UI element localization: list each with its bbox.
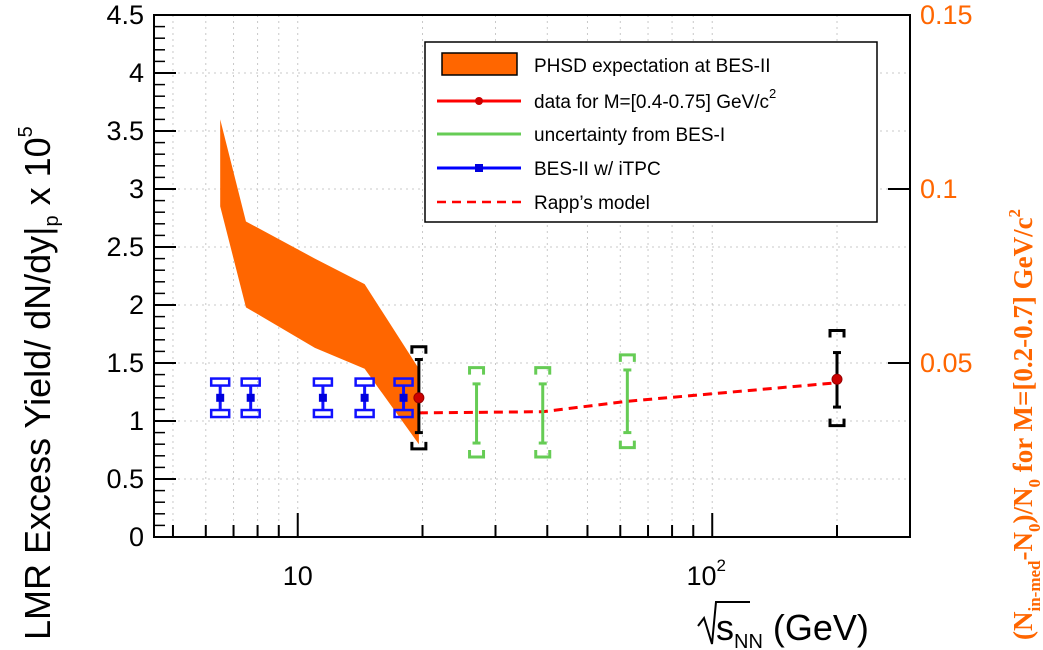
right-tick-label: 0.15 xyxy=(920,0,973,30)
data-sys-bracket-bottom xyxy=(410,441,428,451)
x-tick-label: 10 xyxy=(283,561,313,591)
bes1-sys-bracket-bottom xyxy=(618,440,636,450)
legend-label-phsd: PHSD expectation at BES-II xyxy=(534,56,771,77)
sqrt-sign xyxy=(697,601,750,645)
error-bars-layer xyxy=(209,329,846,459)
legend: PHSD expectation at BES-II data for M=[0… xyxy=(424,41,878,223)
phsd-band xyxy=(220,119,419,445)
bes2-point xyxy=(216,393,225,402)
legend-label-bes2: BES-II w/ iTPC xyxy=(534,159,661,180)
bes1-sys-bracket-bottom xyxy=(468,449,486,459)
y-tick-label: 4.5 xyxy=(106,0,144,30)
bes2-sys-cap-top xyxy=(240,377,261,387)
bes2-point xyxy=(360,393,369,402)
bes2-sys-cap-top xyxy=(393,377,414,387)
bes2-point xyxy=(318,393,327,402)
data-sys-bracket-top xyxy=(828,329,846,338)
legend-marker-data xyxy=(475,97,483,105)
x-axis-title: sNN (GeV) xyxy=(697,601,869,650)
bes2-point xyxy=(246,393,255,402)
right-axis-title: (Nin-med-N0)/N0 for M=[0.2-0.7] GeV/c2 xyxy=(1005,209,1043,640)
bes2-sys-cap-bottom xyxy=(209,408,231,419)
y-tick-label: 3.5 xyxy=(106,116,144,146)
bes1-sys-bracket-top xyxy=(618,353,636,362)
y-tick-label: 1 xyxy=(129,406,144,436)
legend-marker-bes2 xyxy=(475,164,483,172)
right-tick-label: 0.1 xyxy=(920,174,958,204)
y-tick-label: 0 xyxy=(129,522,144,552)
bes2-point xyxy=(399,393,408,402)
data-sys-bracket-bottom xyxy=(828,418,846,428)
y-tick-label: 3 xyxy=(129,174,144,204)
y-tick-label: 0.5 xyxy=(106,464,144,494)
data-sys-bracket-top xyxy=(410,345,428,354)
bes2-sys-cap-top xyxy=(209,377,231,387)
data-point xyxy=(831,373,843,385)
y-axis-title: LMR Excess Yield/ dN/dy|p x 105 xyxy=(15,126,63,640)
bes1-sys-bracket-top xyxy=(534,366,552,375)
data-point xyxy=(413,392,425,404)
y-tick-label: 2.5 xyxy=(106,232,144,262)
bes2-sys-cap-top xyxy=(312,377,334,387)
bes2-sys-cap-bottom xyxy=(393,408,414,419)
rapp-model-line xyxy=(418,381,838,415)
legend-label-data: data for M=[0.4-0.75] GeV/c2 xyxy=(534,86,776,113)
right-tick-label: 0.05 xyxy=(920,348,973,378)
x-tick-label: 102 xyxy=(686,556,726,591)
phsd-band-layer xyxy=(220,119,419,445)
bes1-sys-bracket-top xyxy=(468,366,486,375)
y-tick-label: 2 xyxy=(129,290,144,320)
bes2-sys-cap-bottom xyxy=(354,408,375,419)
bes1-sys-bracket-bottom xyxy=(534,449,552,459)
legend-label-bes1: uncertainty from BES-I xyxy=(534,125,725,146)
bes2-sys-cap-top xyxy=(354,377,375,387)
legend-label-rapp: Rapp’s model xyxy=(534,193,650,214)
y-tick-label: 4 xyxy=(129,58,144,88)
y-tick-label: 1.5 xyxy=(106,348,144,378)
bes2-sys-cap-bottom xyxy=(312,408,334,419)
bes2-sys-cap-bottom xyxy=(240,408,261,419)
legend-swatch-phsd xyxy=(441,52,518,76)
axis-ticks: 0 0.5 1 1.5 2 2.5 3 3.5 4 4.5 10 102 0.05 0.1 0.15 xyxy=(106,0,972,591)
rapp-model-layer xyxy=(418,381,838,415)
svg-text:sNN (GeV): sNN (GeV) xyxy=(716,607,869,650)
